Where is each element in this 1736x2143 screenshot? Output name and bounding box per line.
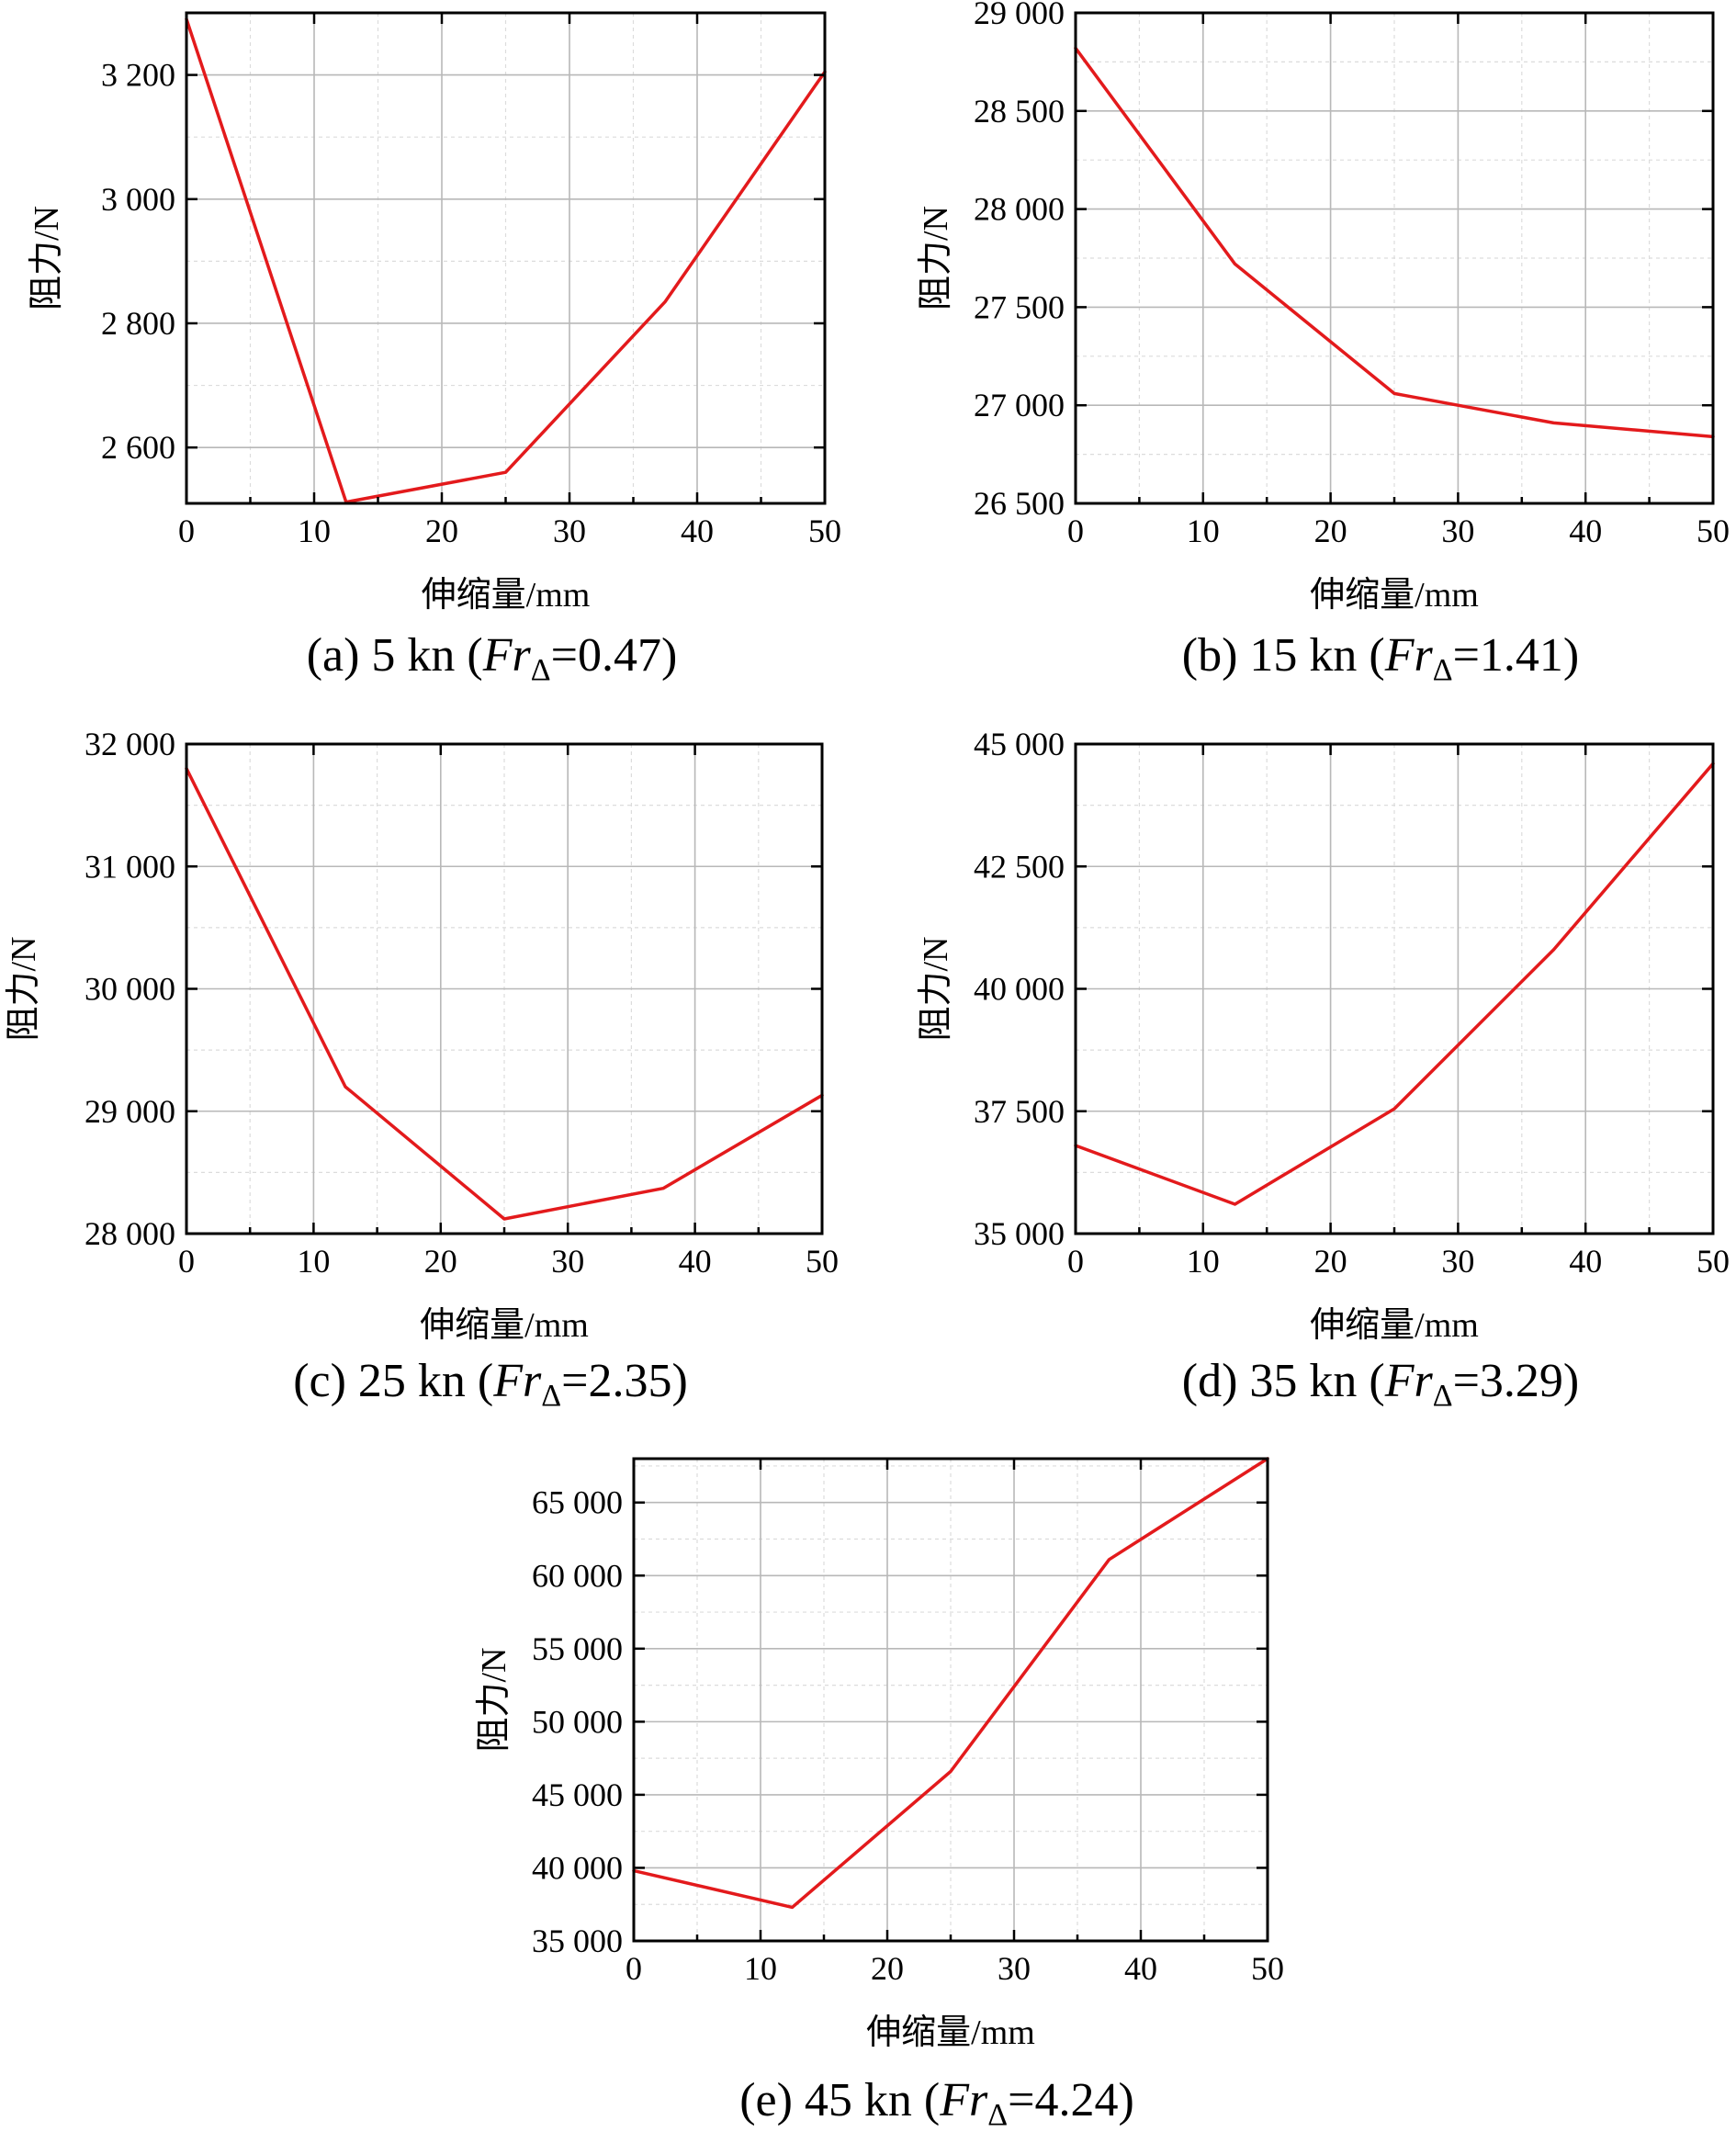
x-tick-label: 40: [1124, 1950, 1157, 1987]
y-axis-label: 阻力/N: [475, 1647, 513, 1752]
y-tick-label: 32 000: [85, 726, 175, 762]
y-axis-label: 阻力/N: [917, 936, 955, 1041]
x-tick-label: 20: [424, 1243, 457, 1280]
x-tick-label: 40: [679, 1243, 712, 1280]
y-tick-label: 45 000: [532, 1776, 623, 1813]
x-tick-label: 20: [871, 1950, 904, 1987]
x-tick-label: 10: [297, 1243, 330, 1280]
panel-caption: (b) 15 kn (FrΔ=1.41): [1182, 629, 1579, 687]
panel-caption: (c) 25 kn (FrΔ=2.35): [293, 1355, 688, 1413]
x-tick-label: 10: [1187, 1243, 1220, 1280]
x-tick-label: 30: [1441, 1243, 1474, 1280]
x-tick-label: 20: [425, 513, 458, 549]
x-tick-label: 0: [1067, 1243, 1084, 1280]
y-tick-label: 37 500: [974, 1093, 1065, 1130]
panel-caption: (a) 5 kn (FrΔ=0.47): [307, 629, 678, 687]
x-tick-label: 0: [178, 1243, 195, 1280]
y-tick-label: 35 000: [974, 1215, 1065, 1252]
x-tick-label: 20: [1314, 1243, 1347, 1280]
y-tick-label: 31 000: [85, 848, 175, 885]
x-tick-label: 20: [1314, 513, 1347, 549]
x-tick-label: 30: [998, 1950, 1031, 1987]
y-tick-label: 26 500: [974, 485, 1065, 522]
series-line-d: [1074, 761, 1715, 1206]
y-axis-label: 阻力/N: [28, 206, 66, 310]
x-axis-label: 伸缩量/mm: [1310, 576, 1479, 615]
chart-panel-d: 0 10 20 30 40 50 35 000 37 500 40 000 42 500 45 00…: [917, 726, 1730, 1413]
x-tick-label: 0: [626, 1950, 642, 1987]
y-tick-label: 40 000: [974, 971, 1065, 1008]
x-tick-label: 30: [551, 1243, 584, 1280]
y-tick-label: 3 200: [101, 57, 175, 94]
chart-panel-b: 0 10 20 30 40 50 26 500 27 000 27 500 28 000 28 50…: [917, 0, 1730, 687]
x-tick-label: 50: [806, 1243, 839, 1280]
y-axis-label: 阻力/N: [917, 206, 955, 310]
x-tick-label: 10: [1187, 513, 1220, 549]
x-axis-label: 伸缩量/mm: [422, 576, 591, 615]
x-tick-label: 10: [298, 513, 331, 549]
x-tick-label: 10: [744, 1950, 777, 1987]
panel-caption: (d) 35 kn (FrΔ=3.29): [1182, 1355, 1579, 1413]
y-tick-label: 28 500: [974, 93, 1065, 130]
y-tick-label: 27 500: [974, 288, 1065, 325]
chart-panel-e: 0 10 20 30 40 50 35 000 40 000 45 000 50 000 55 00…: [475, 1457, 1284, 2132]
x-axis-label: 伸缩量/mm: [420, 1306, 589, 1345]
y-tick-label: 2 600: [101, 429, 175, 466]
x-tick-label: 50: [808, 513, 841, 549]
y-tick-label: 50 000: [532, 1703, 623, 1740]
x-tick-label: 0: [178, 513, 195, 549]
series-line-a: [185, 17, 827, 504]
chart-panel-a: 0 10 20 30 40 50 2 600 2 800 3 000 3 200 伸缩量/mm 阻力/…: [28, 11, 841, 687]
panel-caption: (e) 45 kn (FrΔ=4.24): [739, 2074, 1134, 2132]
x-tick-label: 50: [1251, 1950, 1284, 1987]
x-tick-label: 30: [1441, 513, 1474, 549]
x-tick-label: 40: [1569, 513, 1602, 549]
x-axis-label: 伸缩量/mm: [866, 2013, 1035, 2052]
y-tick-label: 3 000: [101, 181, 175, 218]
x-tick-label: 40: [681, 513, 714, 549]
y-tick-label: 55 000: [532, 1630, 623, 1667]
y-tick-label: 30 000: [85, 971, 175, 1008]
y-axis-label: 阻力/N: [5, 936, 43, 1041]
y-tick-label: 29 000: [974, 0, 1065, 31]
y-tick-label: 35 000: [532, 1923, 623, 1959]
x-axis-label: 伸缩量/mm: [1310, 1306, 1479, 1345]
chart-panel-c: 0 10 20 30 40 50 28 000 29 000 30 000 31 000 32 00…: [5, 726, 839, 1413]
y-tick-label: 28 000: [85, 1215, 175, 1252]
y-tick-label: 27 000: [974, 387, 1065, 423]
y-tick-label: 29 000: [85, 1093, 175, 1130]
x-tick-label: 50: [1697, 513, 1730, 549]
y-tick-label: 42 500: [974, 848, 1065, 885]
y-tick-label: 45 000: [974, 726, 1065, 762]
y-tick-label: 28 000: [974, 191, 1065, 228]
y-tick-label: 40 000: [532, 1849, 623, 1886]
y-tick-label: 65 000: [532, 1484, 623, 1521]
x-tick-label: 0: [1067, 513, 1084, 549]
x-tick-label: 40: [1569, 1243, 1602, 1280]
x-tick-label: 50: [1697, 1243, 1730, 1280]
x-tick-label: 30: [553, 513, 586, 549]
y-tick-label: 2 800: [101, 305, 175, 342]
y-tick-label: 60 000: [532, 1557, 623, 1594]
